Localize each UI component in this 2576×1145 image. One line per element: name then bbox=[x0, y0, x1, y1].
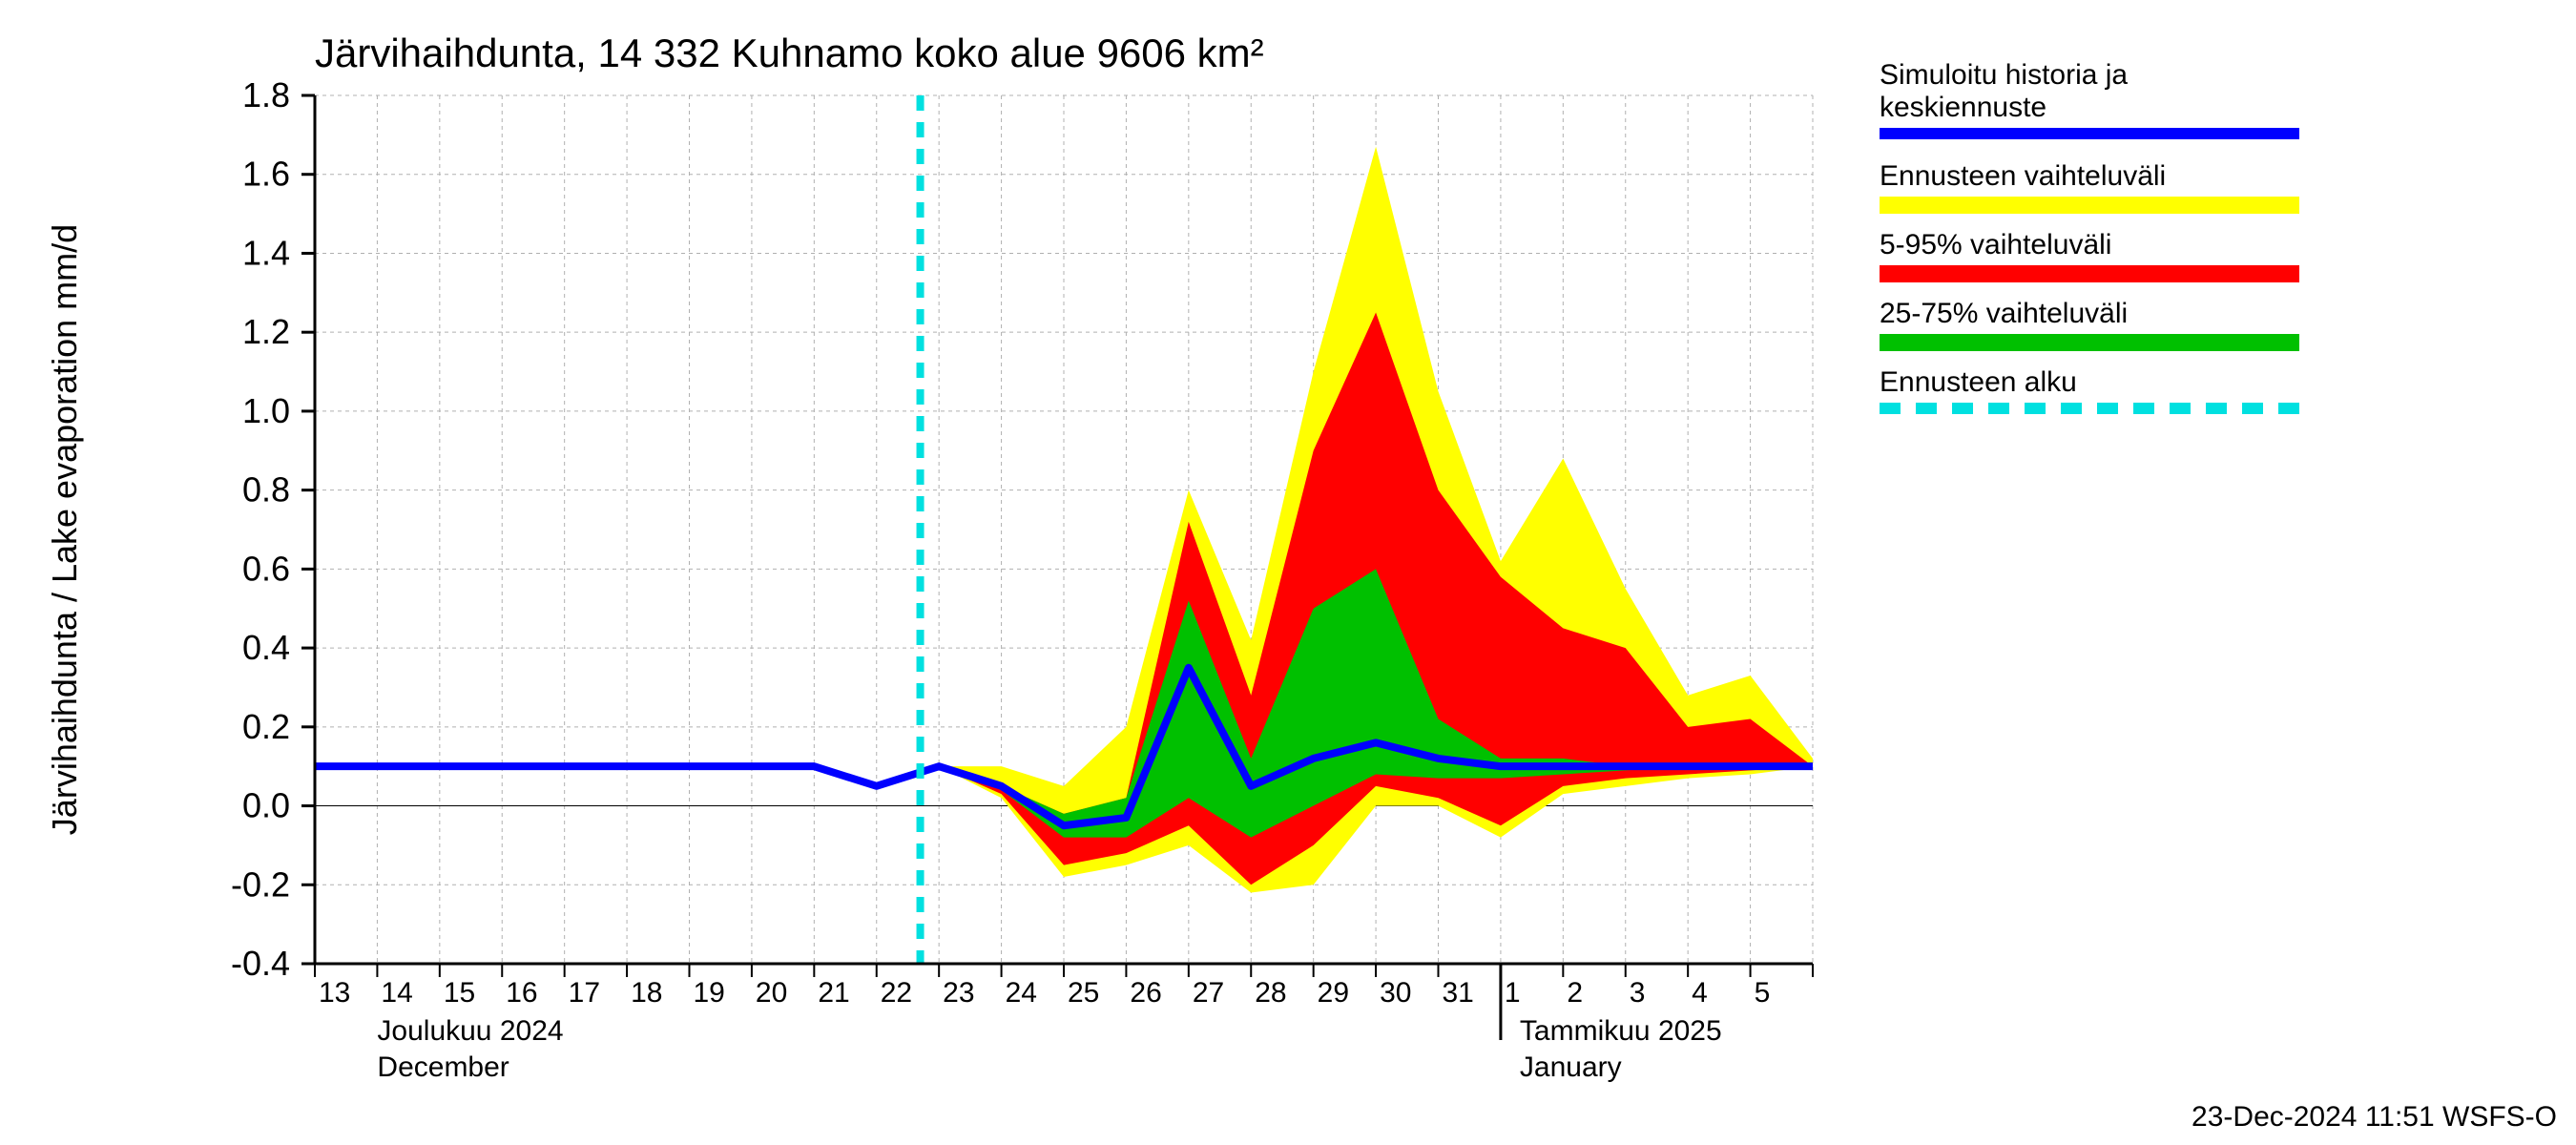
x-tick-label: 22 bbox=[881, 977, 912, 1009]
x-tick-label: 31 bbox=[1443, 977, 1474, 1009]
x-tick-label: 25 bbox=[1068, 977, 1099, 1009]
x-tick-label: 3 bbox=[1630, 977, 1646, 1009]
chart-title: Järvihaihdunta, 14 332 Kuhnamo koko alue… bbox=[315, 31, 1264, 75]
legend-swatch-band bbox=[1880, 334, 2299, 351]
legend-label: 25-75% vaihteluväli bbox=[1880, 298, 2128, 329]
month-label-left-2: December bbox=[377, 1051, 509, 1083]
y-axis-label: Järvihaihdunta / Lake evaporation mm/d bbox=[45, 224, 84, 835]
x-tick-label: 20 bbox=[756, 977, 787, 1009]
x-tick-label: 27 bbox=[1193, 977, 1224, 1009]
chart-container: -0.4-0.20.00.20.40.60.81.01.21.41.61.813… bbox=[0, 0, 2576, 1145]
y-tick-label: 1.8 bbox=[242, 75, 290, 114]
footer-timestamp: 23-Dec-2024 11:51 WSFS-O bbox=[2192, 1101, 2557, 1133]
y-tick-label: 1.4 bbox=[242, 233, 290, 272]
x-tick-label: 17 bbox=[569, 977, 600, 1009]
y-tick-label: 0.2 bbox=[242, 707, 290, 746]
x-tick-label: 15 bbox=[444, 977, 475, 1009]
x-tick-label: 1 bbox=[1505, 977, 1521, 1009]
month-label-right-2: January bbox=[1520, 1051, 1622, 1083]
legend-swatch-line bbox=[1880, 128, 2299, 139]
y-tick-label: 0.6 bbox=[242, 549, 290, 588]
x-tick-label: 2 bbox=[1567, 977, 1583, 1009]
y-tick-label: 0.8 bbox=[242, 470, 290, 510]
x-tick-label: 4 bbox=[1692, 977, 1708, 1009]
legend-label: keskiennuste bbox=[1880, 92, 2046, 123]
legend-label: Simuloitu historia ja bbox=[1880, 59, 2128, 91]
y-tick-label: -0.2 bbox=[231, 864, 290, 904]
month-label-left-1: Joulukuu 2024 bbox=[377, 1015, 563, 1047]
y-tick-label: 0.0 bbox=[242, 786, 290, 825]
x-tick-label: 26 bbox=[1130, 977, 1161, 1009]
x-tick-label: 19 bbox=[694, 977, 725, 1009]
x-tick-label: 13 bbox=[319, 977, 350, 1009]
x-tick-label: 18 bbox=[631, 977, 662, 1009]
y-tick-label: 1.2 bbox=[242, 312, 290, 351]
chart-svg: -0.4-0.20.00.20.40.60.81.01.21.41.61.813… bbox=[0, 0, 2576, 1145]
legend-swatch-band bbox=[1880, 197, 2299, 214]
legend-label: 5-95% vaihteluväli bbox=[1880, 229, 2111, 260]
y-tick-label: 1.6 bbox=[242, 155, 290, 194]
x-tick-label: 30 bbox=[1380, 977, 1411, 1009]
x-tick-label: 5 bbox=[1755, 977, 1771, 1009]
x-tick-label: 23 bbox=[943, 977, 974, 1009]
x-tick-label: 16 bbox=[506, 977, 537, 1009]
x-tick-label: 21 bbox=[818, 977, 849, 1009]
legend-label: Ennusteen vaihteluväli bbox=[1880, 160, 2166, 192]
x-tick-label: 14 bbox=[381, 977, 412, 1009]
x-tick-label: 29 bbox=[1318, 977, 1349, 1009]
y-tick-label: -0.4 bbox=[231, 944, 290, 983]
x-tick-label: 28 bbox=[1255, 977, 1286, 1009]
y-tick-label: 1.0 bbox=[242, 391, 290, 430]
x-tick-label: 24 bbox=[1006, 977, 1037, 1009]
legend-label: Ennusteen alku bbox=[1880, 366, 2077, 398]
y-tick-label: 0.4 bbox=[242, 628, 290, 667]
legend-swatch-band bbox=[1880, 265, 2299, 282]
month-label-right-1: Tammikuu 2025 bbox=[1520, 1015, 1722, 1047]
